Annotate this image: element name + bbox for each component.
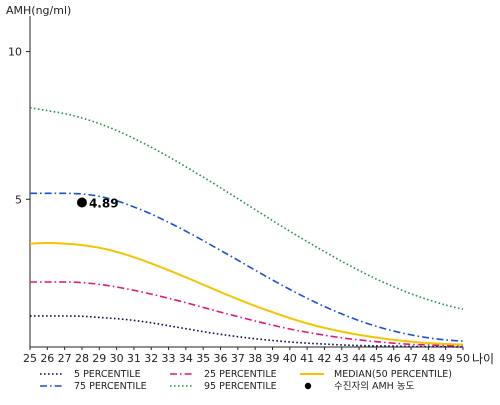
x-tick-label: 39 <box>265 352 279 365</box>
x-tick-label: 42 <box>317 352 331 365</box>
x-tick-label: 26 <box>40 352 54 365</box>
x-tick-label: 28 <box>75 352 89 365</box>
x-tick-label: 44 <box>352 352 366 365</box>
legend-label: 25 PERCENTILE <box>204 369 277 380</box>
series-line-5-percentile <box>30 315 464 348</box>
series-lines <box>29 106 464 348</box>
patient-amh-point <box>76 197 87 208</box>
legend-label: 수진자의 AMH 농도 <box>334 381 415 392</box>
x-tick-label: 40 <box>283 352 297 365</box>
x-tick-label: 34 <box>179 352 193 365</box>
y-tick-label: 5 <box>15 193 22 206</box>
x-tick-label: 31 <box>127 352 141 365</box>
x-tick-label: 43 <box>335 352 349 365</box>
patient-point-group: 4.89 <box>76 197 119 211</box>
legend-point-swatch <box>304 382 312 390</box>
x-tick-label: 25 <box>23 352 37 365</box>
x-tick-label: 50 <box>456 352 470 365</box>
legend-label: 95 PERCENTILE <box>204 381 277 392</box>
x-tick-label: 41 <box>300 352 314 365</box>
x-axis-title: 나이 <box>472 352 494 366</box>
y-axis-ticks: 5 10 <box>8 46 30 206</box>
x-tick-label: 38 <box>248 352 262 365</box>
x-tick-label: 36 <box>214 352 228 365</box>
legend-label: 5 PERCENTILE <box>74 369 141 380</box>
series-line-95-percentile <box>29 106 464 310</box>
series-line-median-50-percentile <box>29 241 464 346</box>
x-tick-label: 27 <box>58 352 72 365</box>
y-axis-title: AMH(ng/ml) <box>6 4 71 17</box>
x-tick-label: 48 <box>421 352 435 365</box>
x-tick-label: 45 <box>369 352 383 365</box>
x-tick-label: 32 <box>144 352 158 365</box>
x-tick-label: 47 <box>404 352 418 365</box>
legend-label: MEDIAN(50 PERCENTILE) <box>334 369 452 380</box>
x-tick-label: 37 <box>231 352 245 365</box>
x-tick-label: 33 <box>162 352 176 365</box>
axes: AMH(ng/ml) 나이 5 10 25 26 27 28 29 30 31 32 33 34 35… <box>6 4 494 366</box>
legend-label: 75 PERCENTILE <box>74 381 147 392</box>
x-tick-label: 49 <box>439 352 453 365</box>
x-tick-label: 35 <box>196 352 210 365</box>
x-tick-label: 29 <box>92 352 106 365</box>
y-tick-label: 10 <box>8 46 22 59</box>
series-line-25-percentile <box>29 281 464 347</box>
x-axis-ticks: 25 26 27 28 29 30 31 32 33 34 35 36 37 38 39 40 41 42 43 44… <box>23 347 470 365</box>
legend: 5 PERCENTILE 25 PERCENTILE MEDIAN(50 PERCE… <box>40 369 452 392</box>
patient-amh-value-label: 4.89 <box>89 197 119 211</box>
x-tick-label: 30 <box>110 352 124 365</box>
x-tick-label: 46 <box>387 352 401 365</box>
